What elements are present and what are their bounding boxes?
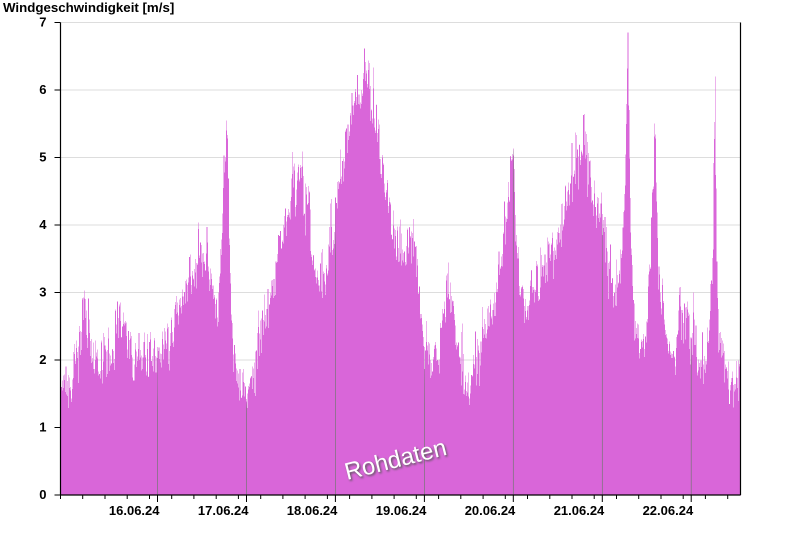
- svg-text:21.06.24: 21.06.24: [554, 503, 605, 518]
- svg-text:20.06.24: 20.06.24: [465, 503, 516, 518]
- svg-text:4: 4: [39, 217, 47, 232]
- svg-text:22.06.24: 22.06.24: [643, 503, 694, 518]
- svg-text:7: 7: [39, 15, 46, 30]
- svg-text:3: 3: [39, 285, 46, 300]
- svg-text:5: 5: [39, 150, 46, 165]
- svg-text:19.06.24: 19.06.24: [376, 503, 427, 518]
- svg-text:17.06.24: 17.06.24: [198, 503, 249, 518]
- svg-text:2: 2: [39, 352, 46, 367]
- svg-text:0: 0: [39, 487, 46, 502]
- svg-text:1: 1: [39, 420, 46, 435]
- svg-text:6: 6: [39, 82, 46, 97]
- svg-text:16.06.24: 16.06.24: [109, 503, 160, 518]
- svg-text:18.06.24: 18.06.24: [287, 503, 338, 518]
